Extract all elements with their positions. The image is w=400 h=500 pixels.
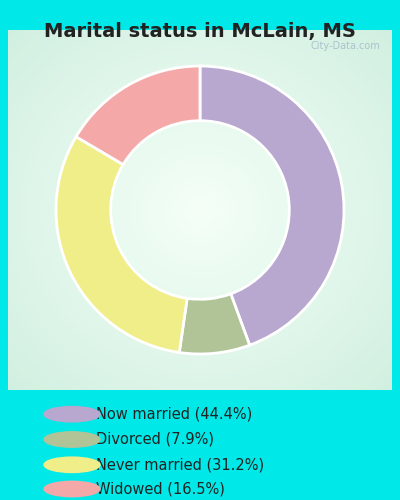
Circle shape bbox=[44, 406, 100, 422]
Circle shape bbox=[44, 482, 100, 496]
Circle shape bbox=[44, 457, 100, 472]
Circle shape bbox=[44, 432, 100, 447]
Text: City-Data.com: City-Data.com bbox=[311, 41, 380, 51]
Text: Marital status in McLain, MS: Marital status in McLain, MS bbox=[44, 22, 356, 40]
Wedge shape bbox=[76, 66, 200, 164]
Wedge shape bbox=[179, 294, 250, 354]
Wedge shape bbox=[56, 136, 187, 352]
Text: Never married (31.2%): Never married (31.2%) bbox=[96, 458, 264, 472]
Wedge shape bbox=[200, 66, 344, 345]
Text: Widowed (16.5%): Widowed (16.5%) bbox=[96, 482, 225, 496]
Text: Divorced (7.9%): Divorced (7.9%) bbox=[96, 432, 214, 447]
Text: Now married (44.4%): Now married (44.4%) bbox=[96, 406, 252, 422]
